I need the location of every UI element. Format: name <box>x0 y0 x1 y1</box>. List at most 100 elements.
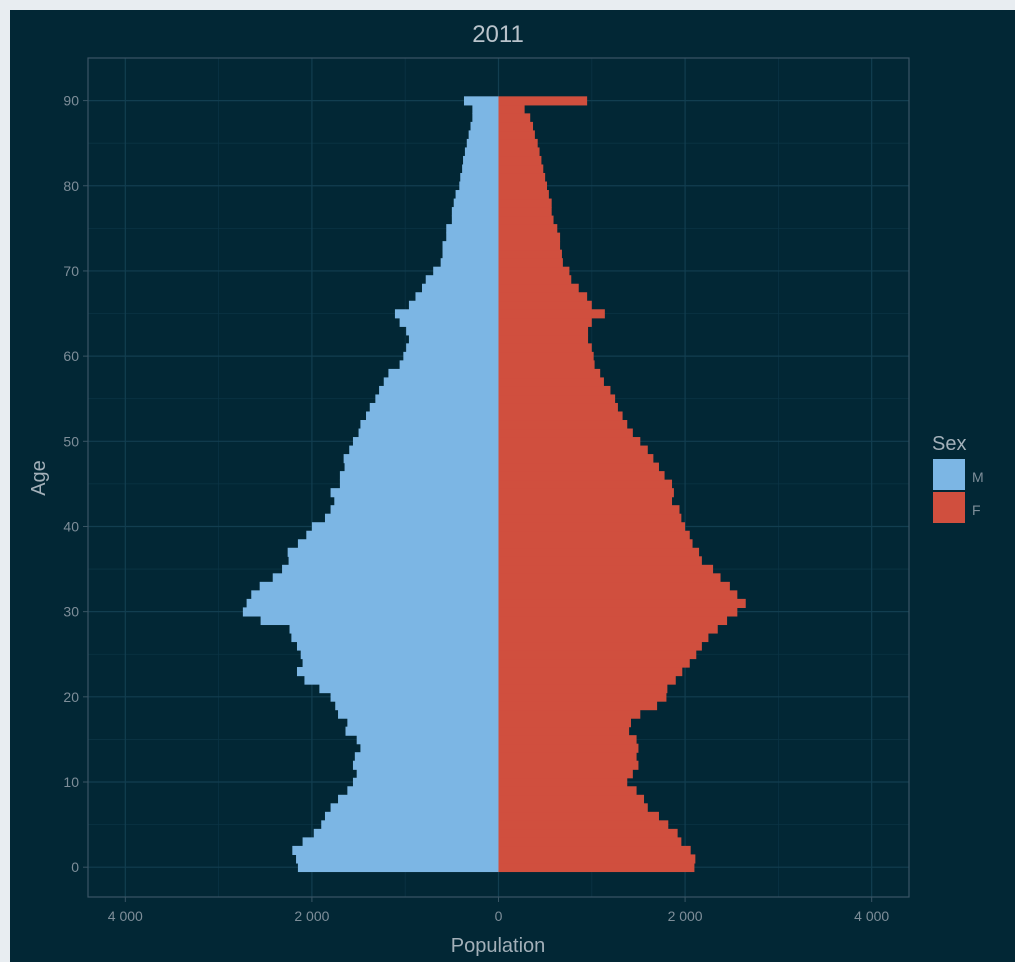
tick-labels: 4 000 2 000 0 2 000 4 000 0 10 20 30 40 50 60 70 80 90 <box>63 93 889 924</box>
bar-m-age-23 <box>296 667 499 677</box>
bar-f-age-32 <box>498 590 738 600</box>
bar-f-age-59 <box>498 360 595 370</box>
bar-m-age-81 <box>460 172 499 183</box>
bar-f-age-83 <box>498 155 542 166</box>
bar-f-age-31 <box>498 598 746 608</box>
bar-f-age-81 <box>498 172 546 183</box>
bar-f-age-69 <box>498 275 572 285</box>
bar-f-age-78 <box>498 198 552 208</box>
bar-m-age-86 <box>468 130 499 140</box>
bar-f-age-30 <box>498 607 738 617</box>
bar-f-age-65 <box>498 309 605 319</box>
bar-f-age-42 <box>498 505 680 515</box>
bar-f-age-72 <box>498 249 562 259</box>
y-axis-label: Age <box>28 460 50 496</box>
bar-f-age-20 <box>498 692 667 702</box>
bar-m-age-9 <box>347 786 499 796</box>
bar-f-age-21 <box>498 684 668 694</box>
x-tick-label: 4 000 <box>108 908 143 924</box>
bar-m-age-22 <box>304 675 499 685</box>
bar-m-age-0 <box>297 862 499 873</box>
bar-m-age-59 <box>399 360 499 370</box>
bar-f-age-13 <box>498 752 637 762</box>
bar-f-age-1 <box>498 854 696 864</box>
bar-m-age-16 <box>345 726 499 736</box>
bar-m-age-90 <box>463 96 499 106</box>
bar-m-age-53 <box>366 411 499 421</box>
bar-f-age-51 <box>498 428 633 438</box>
bar-m-age-56 <box>379 385 499 396</box>
bar-m-age-83 <box>463 155 499 166</box>
bar-m-age-7 <box>330 803 499 813</box>
bar-m-age-48 <box>343 454 499 464</box>
bar-m-age-75 <box>446 224 499 234</box>
bar-m-age-29 <box>260 615 499 626</box>
bar-f-age-0 <box>498 862 695 873</box>
bar-m-age-51 <box>358 428 499 438</box>
bar-f-age-56 <box>498 385 611 396</box>
bar-m-age-35 <box>282 564 499 574</box>
bar-f-age-22 <box>498 675 676 685</box>
bar-m-age-37 <box>287 547 499 557</box>
bar-f-age-24 <box>498 658 690 668</box>
bar-m-age-2 <box>292 845 499 856</box>
bar-f-age-86 <box>498 130 535 140</box>
bar-f-age-77 <box>498 207 552 217</box>
bar-m-age-18 <box>338 709 499 719</box>
bar-f-age-75 <box>498 224 558 234</box>
bar-m-age-76 <box>451 215 499 225</box>
bar-m-age-50 <box>352 437 499 447</box>
bar-m-age-36 <box>288 556 499 566</box>
bar-f-age-44 <box>498 488 674 498</box>
bar-f-age-25 <box>498 649 697 660</box>
bar-f-age-28 <box>498 624 718 634</box>
bar-f-age-58 <box>498 368 601 379</box>
legend-label-f: F <box>972 502 981 518</box>
bar-f-age-26 <box>498 641 702 651</box>
bar-m-age-49 <box>349 445 499 455</box>
bar-f-age-45 <box>498 479 673 489</box>
bar-f-age-85 <box>498 138 538 149</box>
bar-m-age-34 <box>272 573 499 583</box>
bar-m-age-12 <box>352 760 499 770</box>
bar-f-age-82 <box>498 164 544 174</box>
bar-m-age-13 <box>354 752 499 762</box>
bar-m-age-31 <box>246 598 499 608</box>
bar-m-age-60 <box>403 351 499 361</box>
bar-m-age-6 <box>324 811 499 821</box>
bar-f-age-67 <box>498 292 588 302</box>
bar-m-age-80 <box>459 181 499 191</box>
bar-m-age-33 <box>259 581 499 591</box>
y-tick-label: 90 <box>63 93 79 109</box>
bar-m-age-20 <box>330 692 499 702</box>
bar-f-age-53 <box>498 411 623 421</box>
bar-m-age-71 <box>440 258 499 268</box>
legend-title: Sex <box>932 433 966 455</box>
bar-f-age-64 <box>498 317 592 327</box>
bar-m-age-79 <box>455 190 499 200</box>
bar-f-age-68 <box>498 283 579 293</box>
bar-m-age-65 <box>394 309 499 319</box>
x-tick-label: 2 000 <box>668 908 703 924</box>
bar-f-age-70 <box>498 266 570 276</box>
bar-m-age-42 <box>330 505 499 515</box>
bar-f-age-71 <box>498 258 563 268</box>
bar-m-age-68 <box>421 283 499 293</box>
bar-m-age-11 <box>356 769 499 779</box>
bar-f-age-4 <box>498 828 678 838</box>
bar-f-age-40 <box>498 522 686 532</box>
bar-m-age-63 <box>406 326 499 336</box>
bar-f-age-46 <box>498 471 665 481</box>
bar-f-age-27 <box>498 632 709 643</box>
x-tick-label: 2 000 <box>294 908 329 924</box>
y-tick-label: 30 <box>63 604 79 620</box>
bar-f-age-17 <box>498 718 631 728</box>
bar-m-age-74 <box>446 232 499 242</box>
bar-m-age-30 <box>242 607 499 617</box>
y-tick-label: 20 <box>63 689 79 705</box>
bar-f-age-5 <box>498 820 669 830</box>
bar-m-age-25 <box>300 649 499 660</box>
bar-m-age-26 <box>296 641 499 651</box>
bar-m-age-17 <box>347 718 499 728</box>
bar-f-age-87 <box>498 121 534 132</box>
